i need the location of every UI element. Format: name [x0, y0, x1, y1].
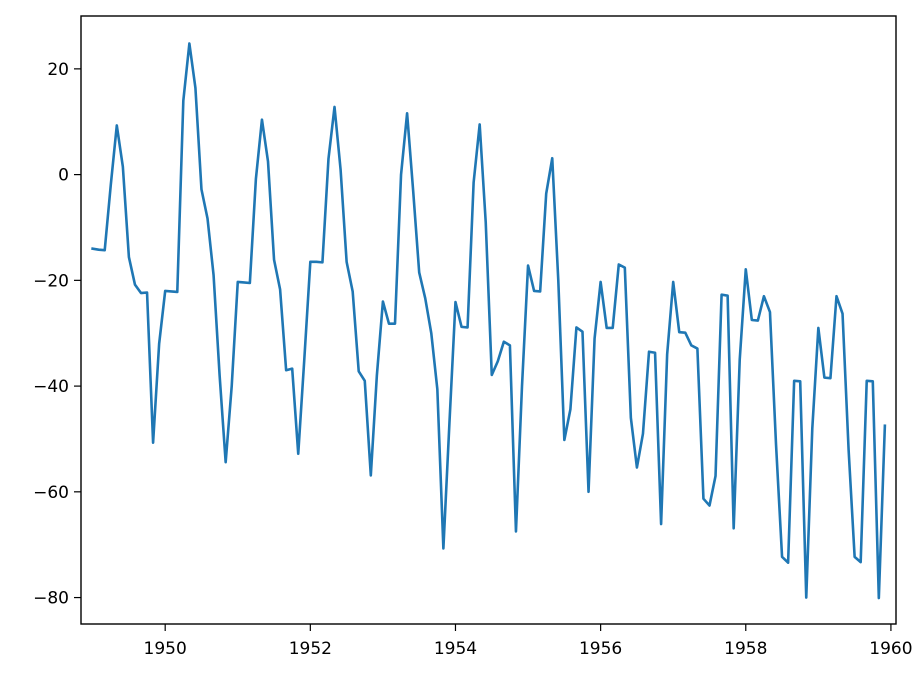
y-tick-label: −80 — [33, 589, 69, 609]
series-layer — [91, 42, 887, 600]
y-tick-label: −60 — [33, 483, 69, 503]
y-tick-label: −40 — [33, 377, 69, 397]
x-tick-label: 1960 — [869, 639, 912, 659]
x-tick-label: 1956 — [579, 639, 622, 659]
y-axis-ticks: 20 0 −20 −40 −60 −80 — [33, 60, 81, 609]
plot-frame — [80, 15, 897, 625]
x-tick-label: 1954 — [434, 639, 477, 659]
x-tick-label: 1950 — [144, 639, 187, 659]
y-tick-label: 20 — [47, 60, 69, 80]
x-tick-label: 1958 — [724, 639, 767, 659]
x-axis-ticks: 1950 1952 1954 1956 1958 1960 — [144, 624, 913, 659]
y-tick-label: 0 — [58, 166, 69, 186]
y-tick-label: −20 — [33, 271, 69, 291]
series-line-0 — [91, 42, 887, 600]
x-tick-label: 1952 — [289, 639, 332, 659]
